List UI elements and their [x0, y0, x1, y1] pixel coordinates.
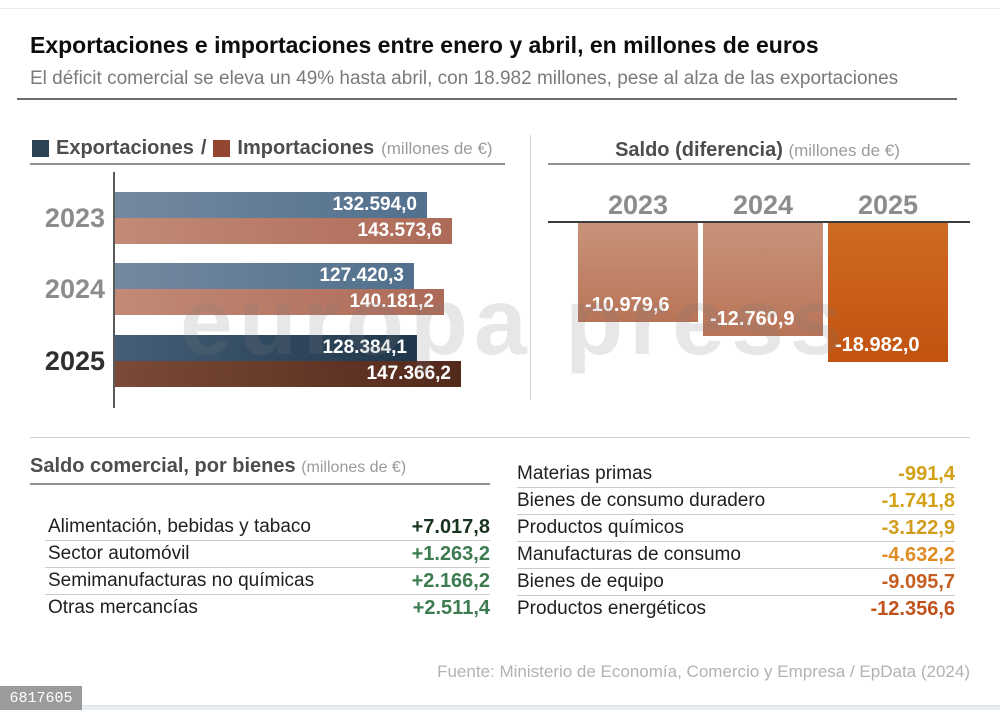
header-rule — [17, 98, 957, 100]
bar-value-label: 140.181,2 — [349, 291, 434, 312]
year-label-2025: 2025 — [44, 346, 105, 376]
list-item: Productos químicos -3.122,9 — [517, 515, 955, 542]
saldo-year-2025: 2025 — [857, 190, 919, 220]
goods-label: Otras mercancías — [48, 597, 198, 618]
importaciones-swatch-icon — [213, 140, 231, 157]
legend-import-label: Importaciones — [237, 137, 375, 159]
legend-rule — [30, 163, 505, 165]
y-axis-line — [113, 172, 115, 408]
list-item: Materias primas -991,4 — [517, 461, 955, 488]
goods-value: +2.511,4 — [412, 596, 490, 619]
legend-export-label: Exportaciones — [56, 137, 194, 159]
saldo-bar-2024: -12.760,9 — [703, 223, 823, 336]
bar-value-label: 132.594,0 — [332, 194, 417, 215]
saldo-bar-2025: -18.982,0 — [828, 223, 948, 362]
list-item: Manufacturas de consumo -4.632,2 — [517, 542, 955, 569]
list-item: Bienes de equipo -9.095,7 — [517, 569, 955, 596]
goods-value: -3.122,9 — [881, 516, 955, 539]
chart-legend: Exportaciones / Importaciones (millones … — [32, 137, 493, 160]
list-item: Alimentación, bebidas y tabaco +7.017,8 — [45, 514, 490, 541]
saldo-units: (millones de €) — [788, 141, 900, 160]
goods-list-title-text: Saldo comercial, por bienes — [30, 455, 296, 477]
saldo-value-label: -10.979,6 — [585, 294, 670, 316]
bar-value-label: 143.573,6 — [357, 220, 442, 241]
goods-value: -991,4 — [898, 462, 955, 485]
goods-label: Bienes de equipo — [517, 571, 664, 592]
goods-value: -9.095,7 — [881, 570, 955, 593]
bottom-strip — [0, 705, 1000, 710]
bar-value-label: 128.384,1 — [322, 337, 407, 358]
saldo-year-2024: 2024 — [732, 190, 794, 220]
goods-label: Alimentación, bebidas y tabaco — [48, 516, 311, 537]
top-divider — [0, 8, 1000, 9]
goods-label: Productos energéticos — [517, 598, 707, 619]
saldo-value-label: -12.760,9 — [710, 308, 795, 330]
bar-exportaciones-2023: 132.594,0 — [115, 192, 427, 218]
goods-list-title: Saldo comercial, por bienes (millones de… — [30, 455, 406, 478]
saldo-value-label: -18.982,0 — [835, 334, 920, 356]
list-item: Semimanufacturas no químicas +2.166,2 — [45, 568, 490, 595]
saldo-year-2023: 2023 — [607, 190, 669, 220]
goods-value: -12.356,6 — [870, 597, 955, 620]
list-item: Sector automóvil +1.263,2 — [45, 541, 490, 568]
goods-positive-list: Alimentación, bebidas y tabaco +7.017,8 … — [45, 514, 490, 621]
bar-exportaciones-2025: 128.384,1 — [115, 335, 417, 361]
year-label-2024: 2024 — [44, 274, 105, 304]
goods-label: Bienes de consumo duradero — [517, 490, 766, 511]
saldo-bar-2023: -10.979,6 — [578, 223, 698, 322]
goods-value: -4.632,2 — [881, 543, 955, 566]
goods-negative-list: Materias primas -991,4 Bienes de consumo… — [517, 461, 955, 622]
goods-label: Sector automóvil — [48, 543, 190, 564]
bar-exportaciones-2024: 127.420,3 — [115, 263, 414, 289]
saldo-baseline — [548, 221, 970, 223]
goods-value: -1.741,8 — [881, 489, 955, 512]
saldo-title: Saldo (diferencia) (millones de €) — [545, 139, 970, 162]
section-divider — [30, 437, 970, 438]
goods-label: Semimanufacturas no químicas — [48, 570, 315, 591]
list-item: Otras mercancías +2.511,4 — [45, 595, 490, 621]
goods-label: Materias primas — [517, 463, 653, 484]
goods-label: Manufacturas de consumo — [517, 544, 741, 565]
list-item: Productos energéticos -12.356,6 — [517, 596, 955, 622]
bar-importaciones-2024: 140.181,2 — [115, 289, 444, 315]
goods-list-rule — [30, 483, 490, 485]
goods-value: +7.017,8 — [411, 515, 490, 538]
bar-value-label: 147.366,2 — [366, 363, 451, 384]
goods-value: +1.263,2 — [411, 542, 490, 565]
goods-label: Productos químicos — [517, 517, 684, 538]
goods-list-units: (millones de €) — [301, 459, 407, 476]
legend-separator: / — [200, 137, 207, 159]
page-title: Exportaciones e importaciones entre ener… — [30, 32, 819, 58]
goods-value: +2.166,2 — [411, 569, 490, 592]
saldo-rule — [548, 163, 970, 165]
page-subtitle: El déficit comercial se eleva un 49% has… — [30, 68, 899, 89]
exportaciones-swatch-icon — [32, 140, 49, 157]
saldo-title-text: Saldo (diferencia) — [615, 139, 783, 161]
list-item: Bienes de consumo duradero -1.741,8 — [517, 488, 955, 515]
source-attribution: Fuente: Ministerio de Economía, Comercio… — [437, 662, 970, 681]
panel-divider — [530, 135, 531, 400]
image-id-badge: 6817605 — [0, 686, 82, 710]
legend-units: (millones de €) — [381, 138, 493, 158]
bar-value-label: 127.420,3 — [319, 265, 404, 286]
year-label-2023: 2023 — [44, 203, 105, 233]
bar-importaciones-2023: 143.573,6 — [115, 218, 452, 244]
bar-importaciones-2025: 147.366,2 — [115, 361, 461, 387]
